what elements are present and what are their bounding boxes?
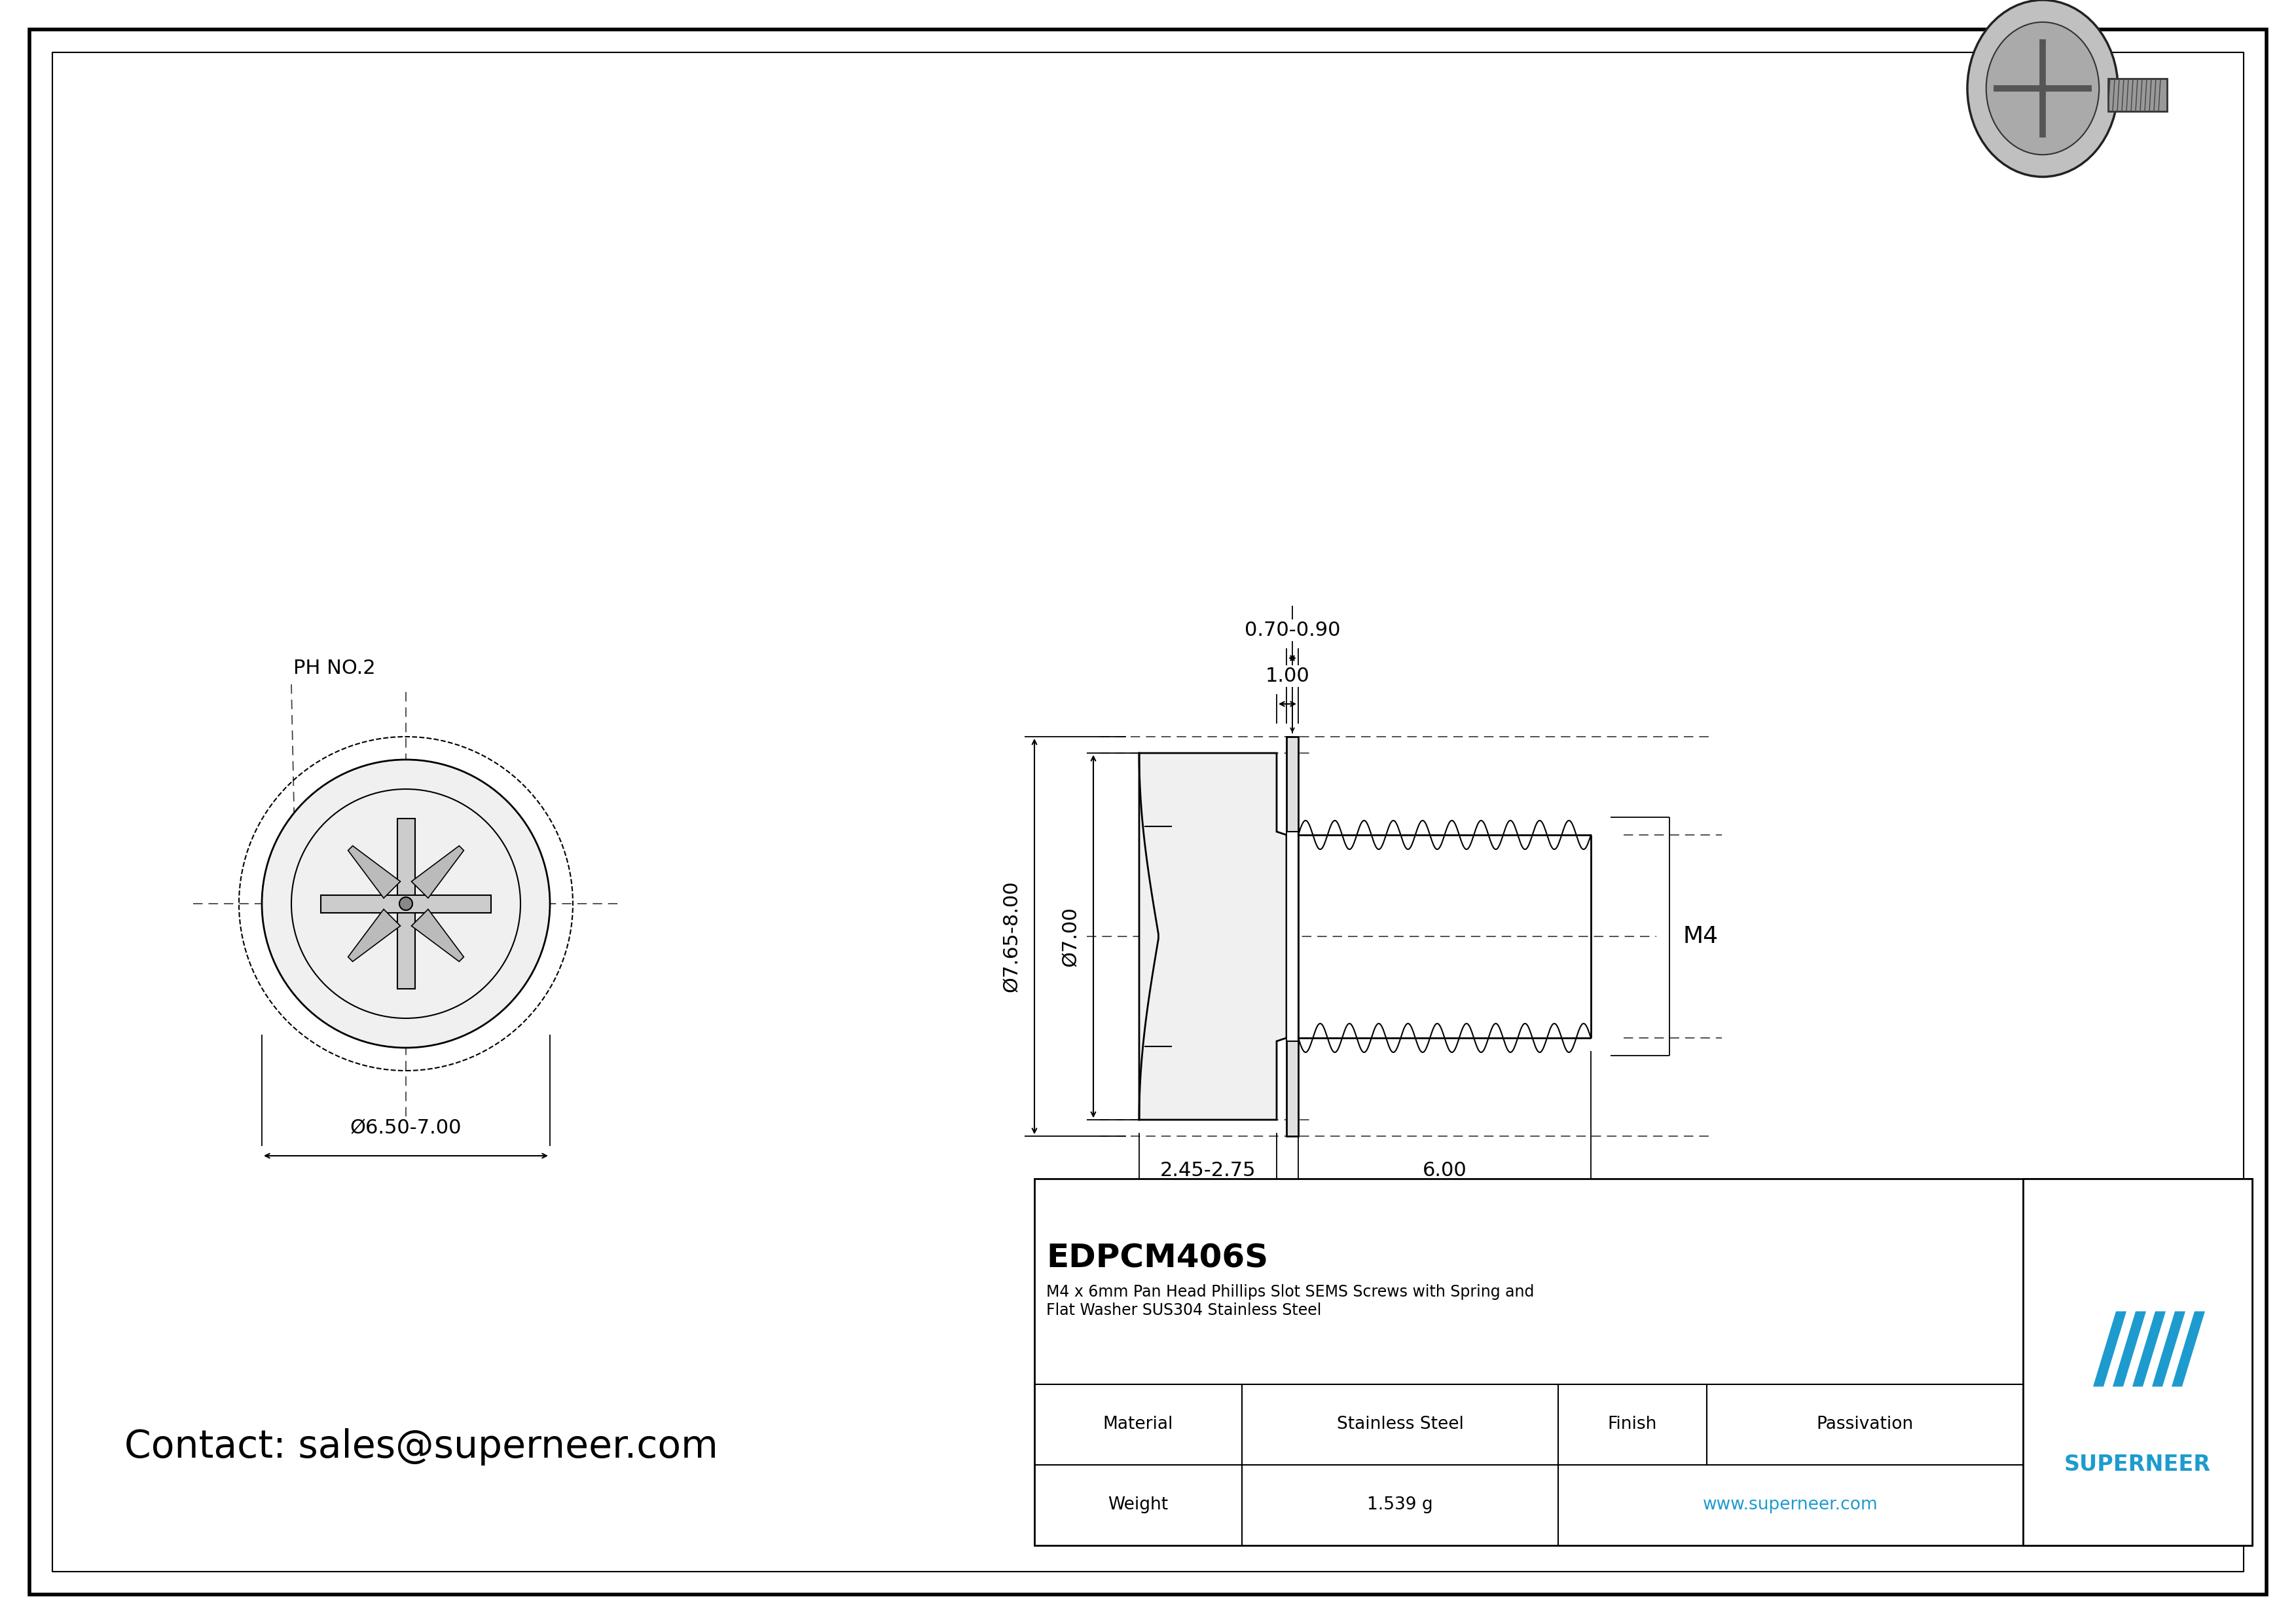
Circle shape <box>400 896 413 909</box>
Text: SUPERNEER: SUPERNEER <box>2064 1453 2211 1476</box>
Ellipse shape <box>1986 23 2099 154</box>
Text: Ø7.00: Ø7.00 <box>1061 906 1079 966</box>
Text: 2.45-2.75: 2.45-2.75 <box>1159 1161 1256 1181</box>
Text: Passivation: Passivation <box>1816 1416 1913 1432</box>
Text: Ø6.50-7.00: Ø6.50-7.00 <box>349 1119 461 1137</box>
Text: 0.70-0.90: 0.70-0.90 <box>1244 620 1341 640</box>
Bar <box>2108 78 2167 112</box>
Text: Ø7.65-8.00: Ø7.65-8.00 <box>1003 880 1022 992</box>
Text: www.superneer.com: www.superneer.com <box>1704 1497 1878 1514</box>
Polygon shape <box>2151 1311 2186 1387</box>
Polygon shape <box>2094 1311 2126 1387</box>
Text: Finish: Finish <box>1607 1416 1658 1432</box>
Text: PH NO.2: PH NO.2 <box>294 659 377 677</box>
Text: 6.00: 6.00 <box>1424 1161 1467 1181</box>
Bar <box>397 818 416 989</box>
Text: Material: Material <box>1102 1416 1173 1432</box>
Bar <box>1286 737 1297 1137</box>
Text: Weight: Weight <box>1109 1497 1169 1514</box>
Text: 1.00: 1.00 <box>1265 666 1309 685</box>
Text: Stainless Steel: Stainless Steel <box>1336 1416 1463 1432</box>
Text: 1.539 g: 1.539 g <box>1366 1497 1433 1514</box>
Polygon shape <box>2172 1311 2204 1387</box>
Polygon shape <box>1139 754 1286 1121</box>
Bar <box>1286 831 1297 1041</box>
Text: M4 x 6mm Pan Head Phillips Slot SEMS Screws with Spring and
Flat Washer SUS304 S: M4 x 6mm Pan Head Phillips Slot SEMS Scr… <box>1047 1285 1534 1319</box>
Text: M4: M4 <box>1683 926 1717 947</box>
Circle shape <box>262 760 551 1047</box>
Polygon shape <box>349 909 400 961</box>
Text: Contact: sales@superneer.com: Contact: sales@superneer.com <box>124 1429 719 1466</box>
Polygon shape <box>2133 1311 2165 1387</box>
Bar <box>2023 1179 2252 1546</box>
Polygon shape <box>411 846 464 898</box>
Polygon shape <box>411 909 464 961</box>
Text: EDPCM406S: EDPCM406S <box>1047 1242 1267 1275</box>
Bar <box>1035 1179 2252 1546</box>
Bar <box>321 895 491 913</box>
Polygon shape <box>349 846 400 898</box>
Ellipse shape <box>1968 0 2117 177</box>
Polygon shape <box>2112 1311 2147 1387</box>
